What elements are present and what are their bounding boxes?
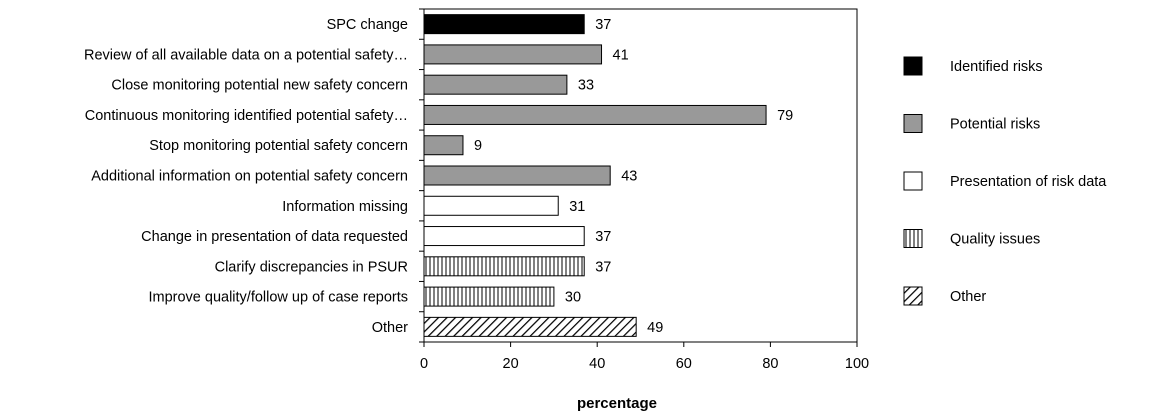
- category-label: Information missing: [282, 199, 408, 215]
- value-label: 49: [647, 320, 663, 336]
- legend-swatch: [903, 171, 923, 191]
- value-label: 43: [621, 169, 637, 185]
- value-label: 37: [595, 229, 611, 245]
- category-labels: SPC change Review of all available data o…: [84, 17, 408, 336]
- value-label: 9: [474, 138, 482, 154]
- x-tick-label: 40: [589, 356, 605, 372]
- value-label: 37: [595, 259, 611, 275]
- value-label: 37: [595, 17, 611, 33]
- category-label: Other: [372, 320, 408, 336]
- category-label: Additional information on potential safe…: [91, 169, 408, 185]
- x-tick-label: 80: [762, 356, 778, 372]
- x-tick-label: 100: [845, 356, 869, 372]
- x-axis: 0 20 40 60 80 100: [419, 8, 869, 372]
- bar: [423, 256, 585, 277]
- bar: [423, 226, 585, 247]
- category-label: Review of all available data on a potent…: [84, 47, 408, 63]
- category-label: SPC change: [327, 17, 408, 33]
- category-label: Improve quality/follow up of case report…: [148, 290, 408, 306]
- bar: [423, 104, 767, 125]
- category-label: Change in presentation of data requested: [141, 229, 408, 245]
- bars-layer: [423, 14, 767, 337]
- category-label: Stop monitoring potential safety concern: [149, 138, 408, 154]
- x-tick-label: 60: [676, 356, 692, 372]
- legend-swatch: [903, 286, 923, 306]
- legend-label: Quality issues: [950, 232, 1040, 248]
- value-label: 30: [565, 290, 581, 306]
- category-label: Continuous monitoring identified potenti…: [85, 108, 408, 124]
- legend-label: Presentation of risk data: [950, 174, 1107, 190]
- bar: [423, 195, 559, 216]
- bar: [423, 316, 637, 337]
- legend: Identified risks Potential risks Presentat…: [903, 56, 1107, 306]
- x-tick-label: 20: [503, 356, 519, 372]
- bar: [423, 165, 611, 186]
- value-label: 33: [578, 78, 594, 94]
- bar: [423, 44, 603, 65]
- value-label: 41: [613, 47, 629, 63]
- value-label: 79: [777, 108, 793, 124]
- bar: [423, 135, 464, 156]
- legend-swatch: [903, 229, 923, 248]
- legend-swatch: [903, 114, 923, 133]
- x-tick-label: 0: [420, 356, 428, 372]
- bar: [423, 74, 568, 95]
- legend-swatch: [903, 56, 923, 76]
- bar: [423, 14, 585, 35]
- legend-label: Other: [950, 289, 986, 305]
- legend-label: Potential risks: [950, 117, 1040, 133]
- bar: [423, 286, 555, 307]
- category-label: Close monitoring potential new safety co…: [111, 78, 408, 94]
- x-axis-label: percentage: [577, 395, 657, 412]
- legend-label: Identified risks: [950, 59, 1043, 75]
- value-label: 31: [569, 199, 585, 215]
- category-label: Clarify discrepancies in PSUR: [215, 259, 408, 275]
